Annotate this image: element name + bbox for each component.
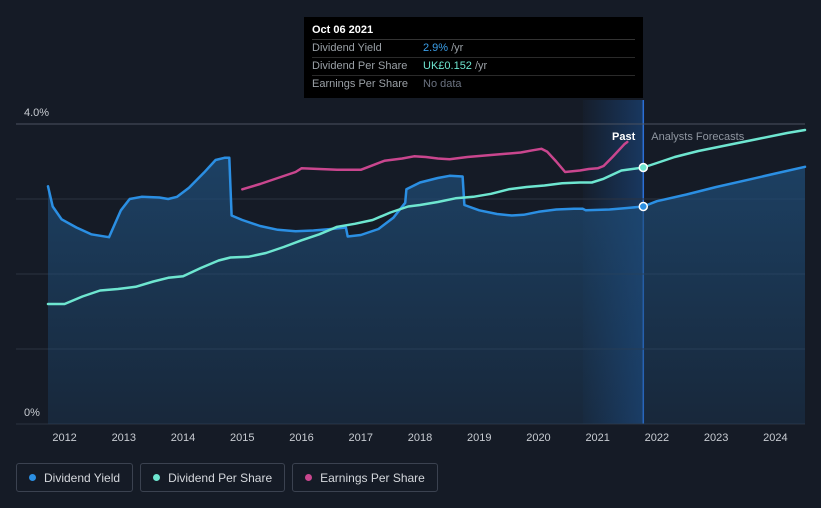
tooltip-label: Dividend Per Share: [312, 60, 408, 72]
y-tick-label: 4.0%: [24, 107, 49, 119]
x-tick-label: 2016: [289, 432, 313, 444]
legend-label: Dividend Yield: [44, 470, 121, 485]
tooltip-value: No data: [423, 78, 462, 90]
x-tick-label: 2022: [645, 432, 669, 444]
dividend-yield-area: [48, 157, 805, 425]
x-tick-label: 2014: [171, 432, 195, 444]
tooltip-row-dividend-per-share: Dividend Per Share UK£0.152/yr: [312, 58, 635, 76]
legend-dividend-per-share-button[interactable]: Dividend Per Share: [140, 463, 286, 492]
legend-dot-icon: [305, 474, 313, 481]
legend-earnings-per-share-button[interactable]: Earnings Per Share: [292, 463, 438, 492]
tooltip-date: Oct 06 2021: [312, 17, 635, 40]
earnings-per-share-line: [241, 140, 629, 191]
past-label: Past: [612, 131, 636, 143]
y-tick-label: 0%: [24, 407, 40, 419]
x-tick-label: 2012: [52, 432, 76, 444]
legend-dividend-yield-button[interactable]: Dividend Yield: [16, 463, 134, 492]
tooltip-value: UK£0.152: [423, 60, 472, 72]
tooltip-value: 2.9%: [423, 42, 449, 54]
tooltip-unit: /yr: [474, 60, 488, 72]
x-tick-label: 2015: [230, 432, 254, 444]
x-tick-label: 2019: [467, 432, 491, 444]
x-tick-label: 2024: [763, 432, 787, 444]
tooltip-label: Dividend Yield: [312, 42, 382, 54]
x-tick-label: 2021: [585, 432, 609, 444]
forecast-label: Analysts Forecasts: [651, 131, 744, 143]
tooltip-row-dividend-yield: Dividend Yield 2.9%/yr: [312, 40, 635, 58]
x-tick-label: 2020: [526, 432, 550, 444]
x-tick-label: 2023: [704, 432, 728, 444]
dividend-yield-line: [46, 156, 807, 239]
dividend-yield-marker: [638, 201, 649, 212]
tooltip-label: Earnings Per Share: [312, 78, 408, 90]
legend: Dividend Yield Dividend Per Share Earnin…: [16, 463, 438, 492]
x-tick-label: 2018: [408, 432, 432, 444]
legend-dot-icon: [29, 474, 36, 481]
x-tick-label: 2017: [349, 432, 373, 444]
legend-label: Dividend Per Share: [168, 470, 273, 485]
legend-label: Earnings Per Share: [320, 470, 425, 485]
tooltip-unit: /yr: [451, 42, 464, 54]
dividend-per-share-marker: [638, 162, 649, 173]
tooltip-row-earnings-per-share: Earnings Per Share No data: [312, 76, 635, 93]
hover-tooltip: Oct 06 2021 Dividend Yield 2.9%/yr Divid…: [304, 17, 643, 98]
legend-dot-icon: [153, 474, 161, 481]
x-tick-label: 2013: [112, 432, 136, 444]
